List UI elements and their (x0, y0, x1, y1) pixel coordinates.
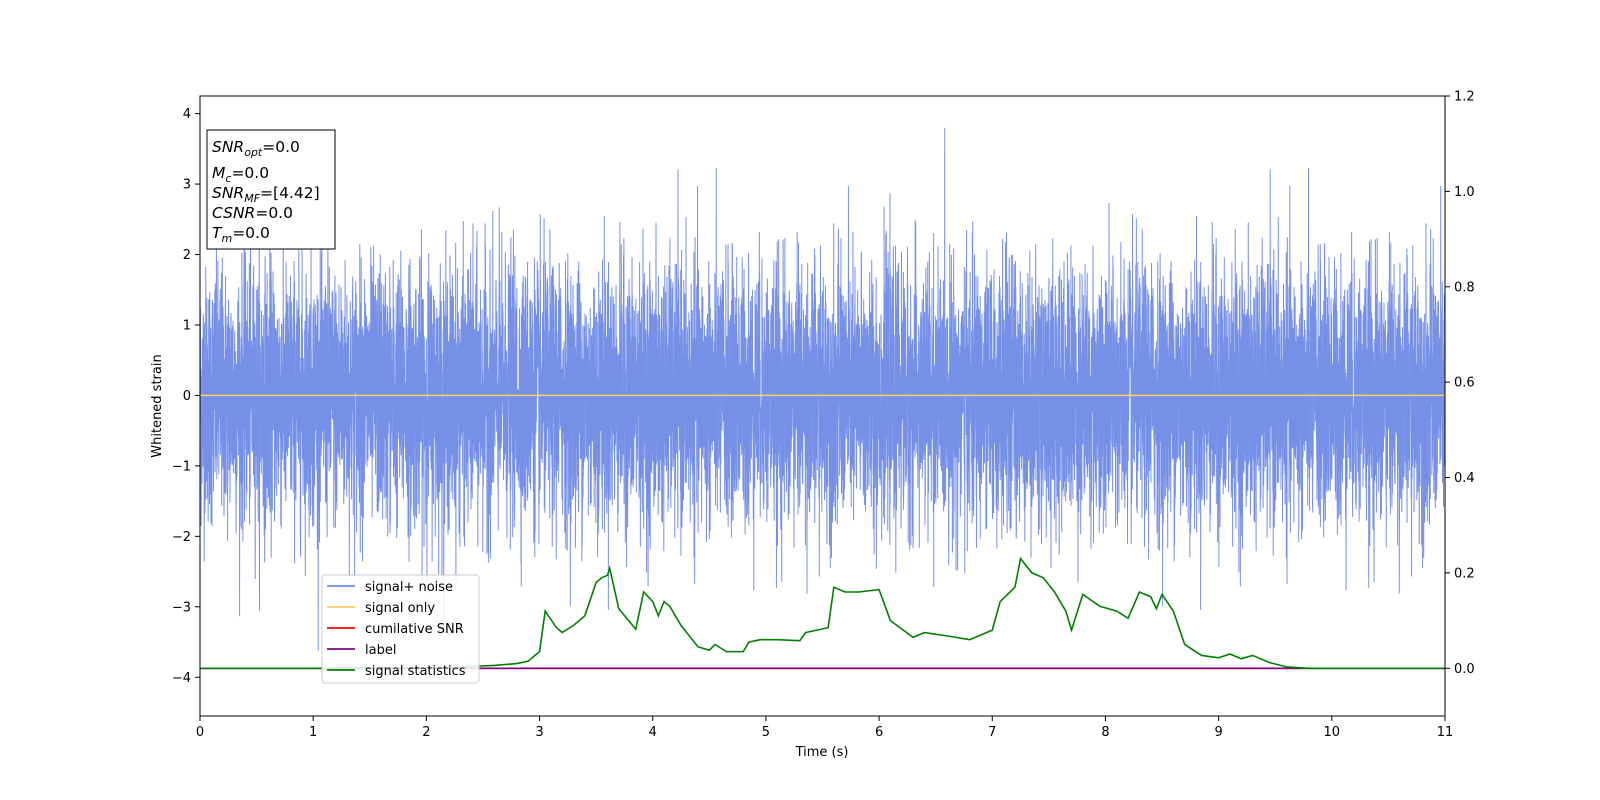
snr-opt-label: SNR (212, 138, 244, 156)
snr-opt-text: SNRopt=0.0 (212, 138, 300, 159)
mc-label: M (212, 164, 225, 182)
y-right-tick-label: 0.0 (1454, 662, 1475, 677)
y-left-tick-label: 1 (183, 318, 191, 333)
y-left-tick-label: −2 (172, 530, 191, 545)
y-right-tick-label: 0.8 (1454, 280, 1475, 295)
y-right-tick-label: 0.6 (1454, 376, 1475, 391)
tm-subscript: m (221, 232, 232, 245)
snr-mf-value: =[4.42] (260, 184, 320, 202)
info-box-frame (206, 129, 336, 250)
x-tick-label: 4 (649, 725, 657, 740)
y-axis-label: Whitened strain (150, 354, 165, 457)
legend-label: signal+ noise (365, 580, 453, 595)
x-tick-label: 7 (988, 725, 996, 740)
y-left-tick-label: 4 (183, 107, 191, 122)
csnr-label: CSNR (212, 204, 255, 222)
snr-mf-subscript: MF (244, 192, 260, 205)
csnr-text: CSNR=0.0 (212, 204, 293, 222)
mc-text: Mc=0.0 (212, 164, 269, 185)
y-left-axis-ticks: −4 −3 −2 −1 0 1 2 3 4 (172, 107, 200, 686)
legend-label: signal statistics (365, 664, 466, 679)
x-tick-label: 1 (309, 725, 317, 740)
y-left-tick-label: −1 (172, 459, 191, 474)
tm-label: T (212, 224, 223, 242)
y-right-tick-label: 1.2 (1454, 90, 1475, 105)
tm-value: =0.0 (232, 224, 270, 242)
axes-frame (199, 95, 1446, 717)
legend-label: cumilative SNR (365, 622, 464, 637)
y-left-tick-label: 3 (183, 178, 191, 193)
x-tick-label: 8 (1101, 725, 1109, 740)
x-tick-label: 3 (535, 725, 543, 740)
y-right-tick-label: 0.4 (1454, 471, 1475, 486)
mc-value: =0.0 (231, 164, 269, 182)
legend-frame (321, 574, 480, 684)
x-tick-label: 11 (1437, 725, 1454, 740)
signal-noise-line (199, 127, 1446, 651)
signal-noise-series (199, 127, 1446, 651)
mc-subscript: c (225, 172, 231, 185)
snr-mf-label: SNR (212, 184, 244, 202)
snr-opt-value: =0.0 (262, 138, 300, 156)
legend-label: signal only (365, 601, 435, 616)
tm-text: Tm=0.0 (212, 224, 270, 245)
y-right-tick-label: 1.0 (1454, 185, 1475, 200)
signal-statistics-line (200, 556, 1445, 670)
y-left-tick-label: 0 (183, 389, 191, 404)
y-left-tick-label: −3 (172, 600, 191, 615)
csnr-value: =0.0 (255, 204, 293, 222)
x-tick-label: 9 (1214, 725, 1222, 740)
y-left-tick-label: 2 (183, 248, 191, 263)
x-tick-label: 10 (1324, 725, 1341, 740)
x-tick-label: 2 (422, 725, 430, 740)
x-tick-label: 5 (762, 725, 770, 740)
legend-label: label (365, 643, 396, 658)
y-right-axis-ticks: 0.0 0.2 0.4 0.6 0.8 1.0 1.2 (1445, 90, 1475, 677)
metrics-info-box: SNRopt=0.0 Mc=0.0 SNRMF=[4.42] CSNR=0.0 … (206, 129, 336, 250)
legend: signal+ noise signal only cumilative SNR la… (321, 574, 480, 684)
y-left-tick-label: −4 (172, 671, 191, 686)
x-axis-ticks: 0 1 2 3 4 5 6 7 8 9 10 11 (196, 716, 1453, 740)
x-tick-label: 0 (196, 725, 204, 740)
x-axis-label: Time (s) (795, 745, 849, 760)
snr-mf-text: SNRMF=[4.42] (212, 184, 320, 205)
y-right-tick-label: 0.2 (1454, 566, 1475, 581)
snr-opt-subscript: opt (244, 146, 263, 159)
x-tick-label: 6 (875, 725, 883, 740)
